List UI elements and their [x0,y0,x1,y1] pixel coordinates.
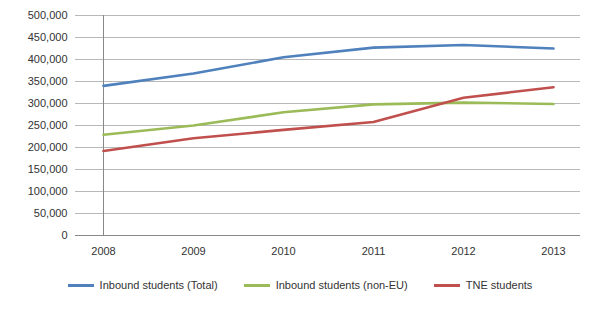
html-text:Inbound students (Total): Inbound students (Total) [99,279,218,291]
svg-text:200,000: 200,000 [28,141,68,153]
svg-text:2008: 2008 [91,245,115,257]
html-text:Inbound students (non-EU): Inbound students (non-EU) [275,279,408,291]
svg-text:250,000: 250,000 [28,119,68,131]
svg-text:2010: 2010 [271,245,295,257]
svg-text:500,000: 500,000 [28,9,68,21]
svg-text:450,000: 450,000 [28,31,68,43]
svg-text:300,000: 300,000 [28,97,68,109]
svg-text:50,000: 50,000 [34,207,68,219]
svg-text:150,000: 150,000 [28,163,68,175]
svg-text:100,000: 100,000 [28,185,68,197]
svg-text:400,000: 400,000 [28,53,68,65]
svg-text:2011: 2011 [362,245,386,257]
html-text:TNE students: TNE students [465,279,533,291]
svg-text:350,000: 350,000 [28,75,68,87]
svg-text:2013: 2013 [541,245,565,257]
svg-text:2012: 2012 [451,245,475,257]
svg-text:0: 0 [61,229,67,241]
svg-text:2009: 2009 [181,245,205,257]
